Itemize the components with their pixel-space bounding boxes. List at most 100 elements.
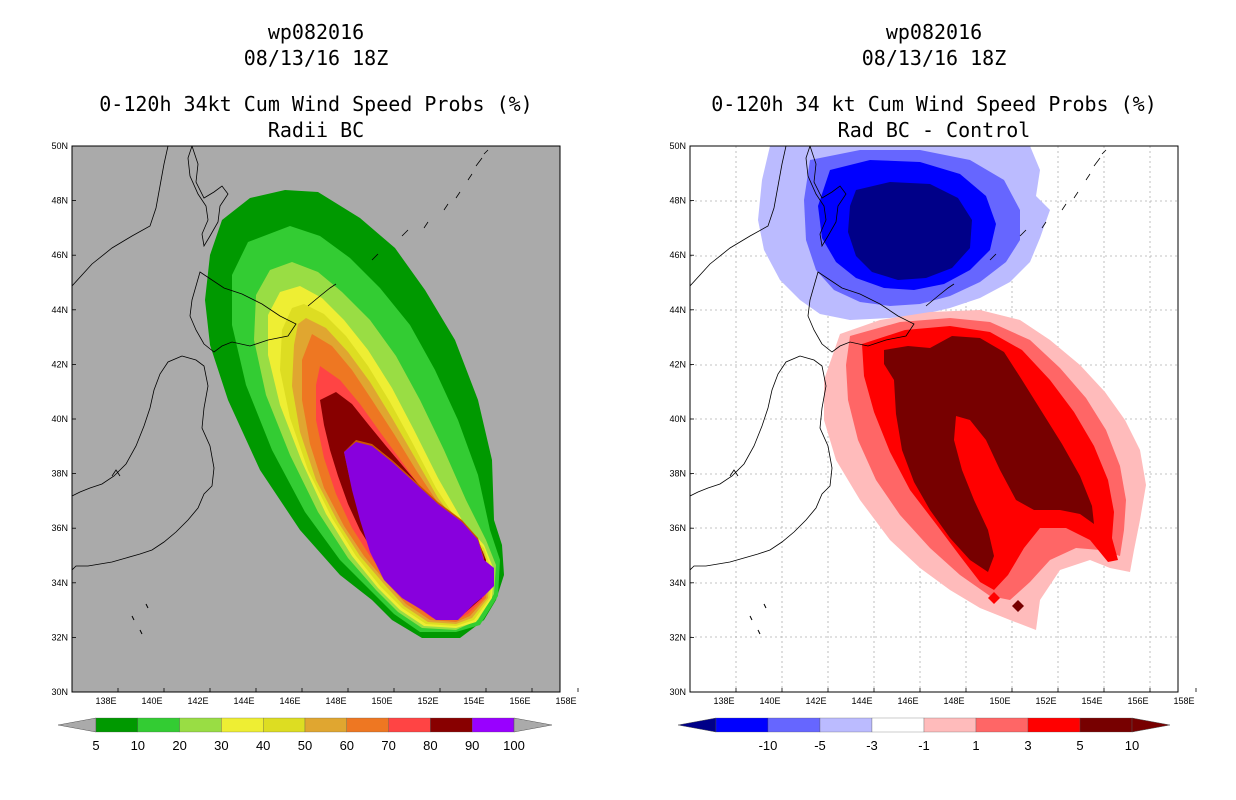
right-lat-label: 50N	[669, 141, 686, 151]
right-lat-label: 38N	[669, 469, 686, 479]
left-title-product: 0-120h 34kt Cum Wind Speed Probs (%)	[99, 92, 533, 116]
left-cbar-label: 50	[298, 738, 312, 753]
left-cbar-label: 80	[423, 738, 437, 753]
left-lon-label: 156E	[509, 696, 530, 706]
left-cbar-swatch	[472, 717, 515, 733]
right-axis-labels: 50N 48N 46N 44N 42N 40N 38N 36N 34N 32N 30N 138E 140…	[669, 141, 1197, 706]
left-lon-label: 152E	[417, 696, 438, 706]
left-lon-label: 148E	[325, 696, 346, 706]
right-lon-label: 138E	[713, 696, 734, 706]
right-cbar-swatch	[1027, 717, 1081, 733]
left-cbar-swatch	[346, 717, 389, 733]
left-cbar-label: 70	[381, 738, 395, 753]
right-title-storm-id: wp082016	[885, 20, 983, 44]
right-cbar-swatch	[819, 717, 873, 733]
left-lon-label: 144E	[233, 696, 254, 706]
right-lon-label: 152E	[1035, 696, 1056, 706]
right-lat-label: 48N	[669, 196, 686, 206]
right-lat-label: 40N	[669, 414, 686, 424]
left-lat-label: 40N	[51, 414, 68, 424]
right-lon-label: 154E	[1081, 696, 1102, 706]
right-title-product: 0-120h 34 kt Cum Wind Speed Probs (%)	[711, 92, 1157, 116]
left-cbar-arrow-high	[513, 717, 553, 733]
left-lat-label: 34N	[51, 578, 68, 588]
left-map-panel	[71, 145, 561, 693]
left-cbar-label: 90	[465, 738, 479, 753]
right-cbar-swatch	[923, 717, 977, 733]
right-cbar-label: -10	[759, 738, 778, 753]
right-lon-label: 150E	[989, 696, 1010, 706]
left-cbar-arrow-low	[57, 717, 97, 733]
right-cbar-label: 1	[972, 738, 979, 753]
right-lon-label: 158E	[1173, 696, 1194, 706]
left-cbar-swatch	[430, 717, 473, 733]
left-lat-label: 38N	[51, 469, 68, 479]
left-lon-label: 146E	[279, 696, 300, 706]
left-cbar-swatch	[388, 717, 431, 733]
left-lat-label: 48N	[51, 196, 68, 206]
left-cbar-label: 30	[214, 738, 228, 753]
right-lat-label: 36N	[669, 523, 686, 533]
right-colorbar: -10 -5 -3 -1 1 3 5 10	[677, 717, 1171, 753]
right-cbar-swatch	[715, 717, 769, 733]
right-cbar-swatch	[975, 717, 1029, 733]
left-cbar-swatch	[95, 717, 138, 733]
left-lat-label: 42N	[51, 359, 68, 369]
right-lon-label: 156E	[1127, 696, 1148, 706]
right-lon-label: 142E	[805, 696, 826, 706]
left-axis-labels: 50N 48N 46N 44N 42N 40N 38N 36N 34N 32N 30N 138E 140…	[51, 141, 579, 706]
right-cbar-label: -5	[814, 738, 826, 753]
right-diff-pos-10	[884, 336, 1094, 572]
right-lat-label: 46N	[669, 250, 686, 260]
right-lat-label: 42N	[669, 359, 686, 369]
left-colorbar: 5 10 20 30 40 50 60 70 80 90 100	[57, 717, 553, 753]
right-title-date: 08/13/16 18Z	[861, 46, 1007, 70]
left-lon-label: 140E	[141, 696, 162, 706]
left-title-subtitle: Radii BC	[267, 118, 365, 142]
right-cbar-label: -1	[918, 738, 930, 753]
left-title-storm-id: wp082016	[267, 20, 365, 44]
left-cbar-label: 20	[172, 738, 186, 753]
left-cbar-swatch	[304, 717, 347, 733]
right-cbar-arrow-high	[1131, 717, 1171, 733]
left-cbar-label: 60	[340, 738, 354, 753]
left-lat-label: 44N	[51, 305, 68, 315]
left-lon-label: 150E	[371, 696, 392, 706]
right-diff-neg-10	[848, 182, 972, 280]
right-lat-label: 30N	[669, 687, 686, 697]
right-cbar-label: 3	[1024, 738, 1031, 753]
right-lat-label: 44N	[669, 305, 686, 315]
right-cbar-label: 5	[1076, 738, 1083, 753]
right-lat-label: 32N	[669, 632, 686, 642]
left-cbar-label: 5	[92, 738, 99, 753]
left-cbar-label: 40	[256, 738, 270, 753]
right-lon-label: 146E	[897, 696, 918, 706]
left-lat-label: 50N	[51, 141, 68, 151]
right-map-panel	[689, 145, 1179, 693]
left-title-date: 08/13/16 18Z	[243, 46, 389, 70]
left-cbar-swatch	[263, 717, 306, 733]
right-title-subtitle: Rad BC - Control	[837, 118, 1031, 142]
left-lon-label: 154E	[463, 696, 484, 706]
right-cbar-arrow-low	[677, 717, 717, 733]
right-lon-label: 140E	[759, 696, 780, 706]
left-prob-100	[344, 442, 494, 620]
left-cbar-swatch	[221, 717, 264, 733]
right-cbar-swatch	[1079, 717, 1133, 733]
left-lat-label: 46N	[51, 250, 68, 260]
left-cbar-swatch	[179, 717, 222, 733]
right-cbar-swatch	[767, 717, 821, 733]
left-lon-label: 142E	[187, 696, 208, 706]
right-cbar-swatch	[871, 717, 925, 733]
left-lat-label: 36N	[51, 523, 68, 533]
left-cbar-label: 100	[503, 738, 525, 753]
right-lat-label: 34N	[669, 578, 686, 588]
left-lon-label: 138E	[95, 696, 116, 706]
left-cbar-label: 10	[131, 738, 145, 753]
right-lon-label: 144E	[851, 696, 872, 706]
right-cbar-label: 10	[1125, 738, 1139, 753]
left-lat-label: 30N	[51, 687, 68, 697]
right-diff-pos-10-dot	[1012, 600, 1024, 612]
right-cbar-label: -3	[866, 738, 878, 753]
